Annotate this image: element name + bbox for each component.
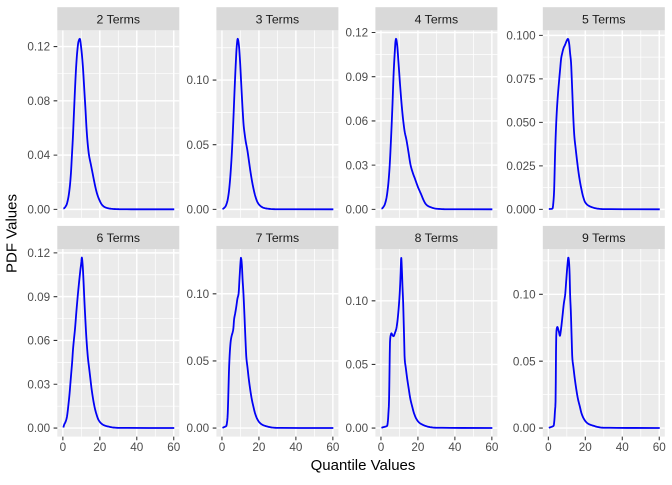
svg-text:0.00: 0.00 <box>345 422 368 435</box>
svg-text:0.05: 0.05 <box>186 355 209 368</box>
svg-text:0.050: 0.050 <box>506 116 536 129</box>
svg-text:0.09: 0.09 <box>27 291 50 304</box>
svg-text:0.00: 0.00 <box>186 422 209 435</box>
svg-text:0.03: 0.03 <box>27 378 50 391</box>
svg-text:20: 20 <box>411 441 425 454</box>
svg-text:0.12: 0.12 <box>345 27 368 40</box>
svg-text:Quantile Values: Quantile Values <box>311 457 416 474</box>
svg-text:20: 20 <box>579 441 593 454</box>
svg-text:0.08: 0.08 <box>27 95 50 108</box>
svg-text:0.05: 0.05 <box>345 359 368 372</box>
svg-text:40: 40 <box>616 441 630 454</box>
svg-text:0.00: 0.00 <box>27 422 50 435</box>
svg-text:60: 60 <box>653 441 667 454</box>
svg-text:0: 0 <box>378 441 385 454</box>
svg-text:40: 40 <box>448 441 462 454</box>
svg-text:0.10: 0.10 <box>186 288 209 301</box>
svg-text:6 Terms: 6 Terms <box>97 231 141 245</box>
svg-text:PDF Values: PDF Values <box>4 194 21 273</box>
svg-text:0.10: 0.10 <box>345 295 368 308</box>
svg-text:0.00: 0.00 <box>345 203 368 216</box>
svg-text:60: 60 <box>326 441 340 454</box>
svg-text:5 Terms: 5 Terms <box>582 12 626 26</box>
svg-text:0.10: 0.10 <box>513 288 536 301</box>
svg-text:0.03: 0.03 <box>345 159 368 172</box>
svg-text:2 Terms: 2 Terms <box>97 12 141 26</box>
svg-text:0.05: 0.05 <box>186 139 209 152</box>
svg-text:0.100: 0.100 <box>506 29 536 42</box>
svg-text:0: 0 <box>545 441 552 454</box>
svg-text:0: 0 <box>219 441 226 454</box>
svg-text:0.12: 0.12 <box>27 247 50 260</box>
svg-text:0.00: 0.00 <box>186 203 209 216</box>
svg-text:0.00: 0.00 <box>513 422 536 435</box>
svg-text:0.06: 0.06 <box>345 115 368 128</box>
svg-text:40: 40 <box>289 441 303 454</box>
svg-text:0.05: 0.05 <box>513 355 536 368</box>
svg-text:0.025: 0.025 <box>506 160 536 173</box>
svg-text:7 Terms: 7 Terms <box>256 231 300 245</box>
svg-text:4 Terms: 4 Terms <box>415 12 459 26</box>
svg-text:8 Terms: 8 Terms <box>415 231 459 245</box>
svg-text:0.075: 0.075 <box>506 73 536 86</box>
svg-text:0.000: 0.000 <box>506 203 536 216</box>
svg-text:20: 20 <box>252 441 266 454</box>
svg-text:60: 60 <box>485 441 499 454</box>
svg-text:3 Terms: 3 Terms <box>256 12 300 26</box>
svg-text:0.06: 0.06 <box>27 335 50 348</box>
svg-text:0: 0 <box>60 441 67 454</box>
svg-text:0.00: 0.00 <box>27 203 50 216</box>
svg-text:0.10: 0.10 <box>186 74 209 87</box>
svg-text:0.12: 0.12 <box>27 41 50 54</box>
svg-text:0.09: 0.09 <box>345 71 368 84</box>
svg-text:40: 40 <box>130 441 144 454</box>
svg-text:60: 60 <box>167 441 181 454</box>
svg-text:20: 20 <box>93 441 107 454</box>
svg-text:0.04: 0.04 <box>27 149 50 162</box>
svg-text:9 Terms: 9 Terms <box>582 231 626 245</box>
